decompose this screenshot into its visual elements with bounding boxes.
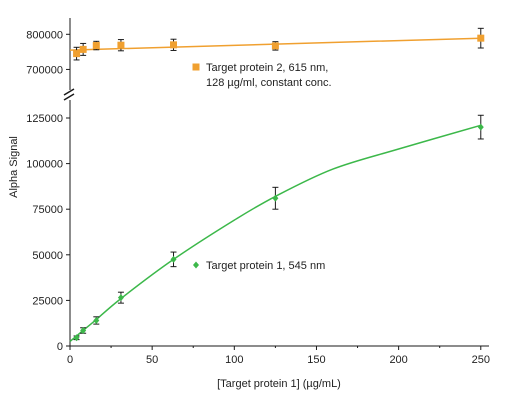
marker-layer (73, 34, 485, 342)
data-point-series-2 (477, 123, 484, 131)
data-point-series-2 (73, 334, 80, 342)
data-point-series-1 (92, 42, 100, 50)
axis-break-mark (63, 88, 75, 96)
axis-break-mark (63, 93, 75, 101)
y-tick-label: 125000 (26, 113, 63, 125)
y-tick-label: 75000 (32, 204, 63, 216)
data-point-series-1 (477, 34, 485, 42)
x-tick-label: 50 (146, 354, 158, 366)
x-tick-label: 200 (389, 354, 407, 366)
legend-label-series-1: 128 µg/ml, constant conc. (206, 77, 332, 89)
x-tick-label: 250 (472, 354, 490, 366)
x-axis-title: [Target protein 1] (µg/mL) (217, 378, 341, 390)
data-point-series-2 (117, 294, 124, 302)
axes-layer: 0 50 100 150 200 250 0 25000 50000 75000 100000 125… (26, 18, 490, 366)
x-tick-label: 100 (225, 354, 243, 366)
y-axis-title: Alpha Signal (8, 136, 20, 198)
legend-layer: Target protein 2, 615 nm, 128 µg/ml, cons… (192, 62, 332, 272)
legend-label-series-1: Target protein 2, 615 nm, (206, 62, 328, 74)
error-layer (73, 27, 484, 341)
y-tick-label: 800000 (26, 29, 63, 41)
y-tick-label: 50000 (32, 250, 63, 262)
fit-line-series-2 (69, 124, 482, 342)
data-point-series-2 (170, 255, 177, 263)
x-tick-label: 0 (67, 354, 73, 366)
data-point-series-2 (272, 194, 279, 202)
legend-marker-series-2 (193, 261, 199, 269)
data-point-series-1 (73, 50, 81, 58)
y-tick-label: 25000 (32, 295, 63, 307)
data-point-series-1 (79, 45, 87, 53)
y-tick-label: 700000 (26, 64, 63, 76)
legend-label-series-2: Target protein 1, 545 nm (206, 260, 325, 272)
data-point-series-1 (170, 41, 178, 49)
legend-marker-series-1 (192, 63, 200, 71)
data-point-series-2 (80, 326, 87, 334)
data-point-series-1 (117, 41, 125, 49)
x-tick-label: 150 (307, 354, 325, 366)
y-tick-label: 0 (57, 341, 63, 353)
data-point-series-1 (271, 42, 279, 50)
data-point-series-2 (93, 316, 100, 324)
y-tick-label: 100000 (26, 159, 63, 171)
